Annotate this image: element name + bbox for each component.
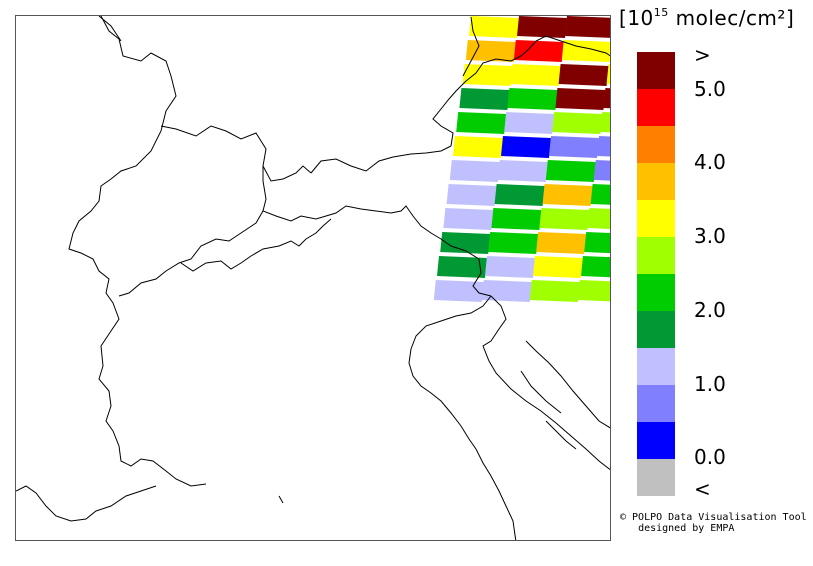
swath-pixel bbox=[565, 16, 610, 38]
swath-pixel bbox=[542, 184, 593, 206]
swath-pixel bbox=[600, 112, 610, 133]
swath-pixel bbox=[552, 112, 603, 134]
legend-tick-label: < bbox=[694, 477, 711, 501]
swath-pixel bbox=[446, 184, 497, 206]
swath-pixel bbox=[558, 64, 609, 86]
legend-tick-label: 3.0 bbox=[694, 224, 726, 248]
legend-swatch bbox=[637, 422, 675, 459]
legend-swatch bbox=[637, 459, 675, 496]
swath-pixel bbox=[584, 232, 610, 254]
swath-pixel bbox=[555, 88, 606, 110]
map-panel bbox=[15, 15, 611, 541]
legend-swatch bbox=[637, 52, 675, 89]
swath-pixel bbox=[453, 136, 503, 158]
legend-swatch bbox=[637, 274, 675, 311]
legend-swatch bbox=[637, 126, 675, 163]
swath-pixel bbox=[577, 280, 610, 302]
legend-swatch bbox=[637, 89, 675, 126]
credit-text: © POLPO Data Visualisation Tool designed… bbox=[620, 512, 807, 534]
swath-pixel bbox=[606, 64, 610, 85]
swath-pixel bbox=[536, 232, 587, 254]
swath-pixel bbox=[469, 16, 519, 38]
legend-swatch bbox=[637, 348, 675, 385]
swath-pixel bbox=[517, 16, 567, 38]
swath-pixel bbox=[603, 88, 610, 109]
swath-pixel bbox=[437, 256, 487, 278]
legend-tick-label: 4.0 bbox=[694, 150, 726, 174]
swath-pixel bbox=[459, 88, 510, 110]
swath-pixel bbox=[462, 64, 513, 86]
swath-pixel bbox=[497, 160, 548, 182]
swath-pixel bbox=[581, 256, 610, 278]
swath-pixel bbox=[597, 136, 610, 157]
swath-pixel bbox=[481, 280, 532, 302]
legend-tick-label: 0.0 bbox=[694, 445, 726, 469]
swath-pixel bbox=[533, 256, 583, 278]
swath-pixel bbox=[443, 208, 494, 230]
legend-swatch bbox=[637, 200, 675, 237]
unit-base: 10 bbox=[627, 6, 654, 30]
unit-label: [1015 molec/cm²] bbox=[619, 6, 795, 30]
swath-pixel bbox=[491, 208, 542, 230]
swath-pixel bbox=[609, 57, 610, 61]
swath-pixel bbox=[545, 160, 596, 182]
swath-pixel bbox=[488, 232, 539, 254]
unit-text: molec/cm² bbox=[675, 6, 786, 30]
swath-pixel bbox=[433, 280, 484, 302]
swath-pixel bbox=[440, 232, 491, 254]
swath-pixel bbox=[449, 160, 500, 182]
legend-tick-label: 2.0 bbox=[694, 298, 726, 322]
swath-pixel bbox=[593, 160, 610, 181]
no2-swath bbox=[433, 16, 610, 302]
swath-pixel bbox=[456, 112, 507, 134]
swath-pixel bbox=[501, 136, 551, 158]
swath-pixel bbox=[590, 184, 610, 205]
swath-pixel bbox=[465, 40, 516, 62]
legend-tick-label: > bbox=[694, 43, 711, 67]
swath-pixel bbox=[513, 40, 564, 62]
legend-tick-label: 1.0 bbox=[694, 372, 726, 396]
legend-swatch bbox=[637, 311, 675, 348]
legend-swatch bbox=[637, 385, 675, 422]
legend-swatch bbox=[637, 237, 675, 274]
unit-exponent: 15 bbox=[653, 6, 669, 19]
swath-pixel bbox=[587, 208, 610, 229]
swath-pixel bbox=[539, 208, 590, 230]
swath-pixel bbox=[494, 184, 545, 206]
credit-line-1: © POLPO Data Visualisation Tool bbox=[620, 512, 807, 523]
color-legend bbox=[637, 52, 675, 496]
legend-swatch bbox=[637, 163, 675, 200]
credit-line-2: designed by EMPA bbox=[638, 523, 735, 534]
swath-pixel bbox=[510, 64, 561, 86]
swath-pixel bbox=[549, 136, 599, 158]
legend-tick-label: 5.0 bbox=[694, 77, 726, 101]
country-borders bbox=[16, 16, 610, 540]
swath-pixel bbox=[485, 256, 535, 278]
swath-pixel bbox=[504, 112, 555, 134]
map-canvas bbox=[16, 16, 610, 540]
swath-pixel bbox=[529, 280, 580, 302]
swath-pixel bbox=[507, 88, 558, 110]
